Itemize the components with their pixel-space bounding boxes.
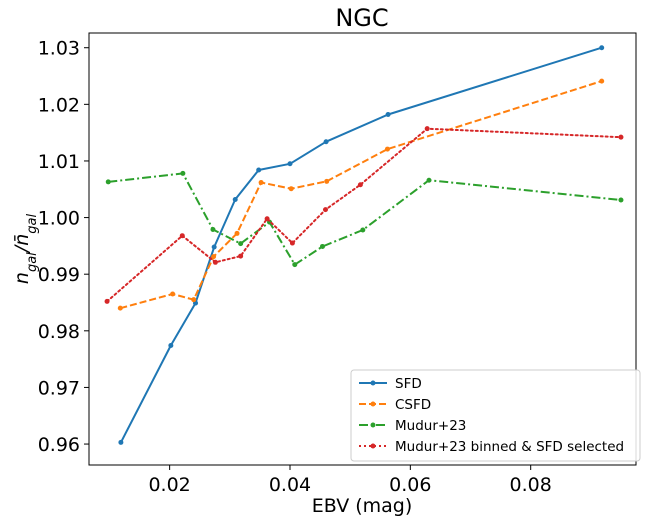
y-tick-label: 0.97 (38, 377, 80, 399)
data-point (426, 177, 432, 183)
data-point (323, 139, 329, 145)
data-point (211, 254, 217, 260)
y-tick-label: 1.03 (38, 38, 80, 60)
y-tick-label: 0.98 (38, 321, 80, 343)
data-point (384, 146, 390, 152)
data-point (210, 226, 216, 232)
data-point (179, 233, 185, 239)
x-tick-label: 0.02 (148, 474, 190, 496)
series-line-2 (108, 172, 622, 266)
x-tick-label: 0.06 (389, 474, 431, 496)
data-point (238, 241, 244, 247)
x-tick-label: 0.04 (269, 474, 311, 496)
y-tick-label: 1.01 (38, 151, 80, 173)
x-tick-label: 0.08 (510, 474, 552, 496)
legend-marker (370, 401, 376, 407)
legend-box (350, 369, 641, 462)
data-point (258, 179, 264, 185)
y-tick-label: 0.96 (38, 434, 80, 456)
legend-label: SFD (395, 376, 422, 392)
data-point (180, 170, 186, 176)
data-point (287, 161, 293, 167)
data-point (319, 243, 325, 249)
data-point (256, 167, 262, 173)
data-point (191, 297, 197, 303)
data-point (599, 45, 605, 51)
data-point (170, 291, 176, 297)
data-point (288, 186, 294, 192)
data-point (360, 227, 366, 233)
y-tick-label: 1.00 (38, 208, 80, 230)
data-point (357, 182, 363, 188)
series-line-3 (106, 127, 622, 303)
data-point (118, 439, 124, 445)
data-point (234, 230, 240, 236)
data-point (324, 178, 330, 184)
data-point (618, 197, 624, 203)
data-point (599, 78, 605, 84)
data-point (322, 207, 328, 213)
legend-marker (370, 443, 376, 449)
data-point (211, 244, 217, 250)
legend-label: Mudur+23 (395, 418, 466, 434)
data-point (264, 216, 270, 222)
y-axis-label: ngal/n̄gal (11, 214, 40, 285)
legend-label: CSFD (395, 397, 431, 413)
x-axis-label: EBV (mag) (312, 495, 413, 517)
data-point (168, 343, 174, 349)
data-point (232, 196, 238, 202)
data-point (238, 253, 244, 259)
y-tick-label: 0.99 (38, 264, 80, 286)
chart-title: NGC (335, 4, 388, 32)
legend-marker (370, 422, 376, 428)
legend: SFD CSFD Mudur+23 Mudur+23 binned & SFD sel… (350, 369, 641, 462)
data-point (105, 179, 111, 185)
data-point (385, 112, 391, 118)
legend-marker (370, 380, 376, 386)
data-point (292, 262, 298, 268)
data-point (117, 305, 123, 311)
series-line-0 (120, 46, 602, 443)
legend-label: Mudur+23 binned & SFD selected (395, 439, 624, 455)
y-tick-label: 1.02 (38, 94, 80, 116)
series-line-1 (120, 80, 603, 310)
data-point (289, 240, 295, 246)
data-point (104, 298, 110, 304)
data-point (424, 126, 430, 132)
data-point (212, 259, 218, 265)
data-point (618, 134, 624, 140)
